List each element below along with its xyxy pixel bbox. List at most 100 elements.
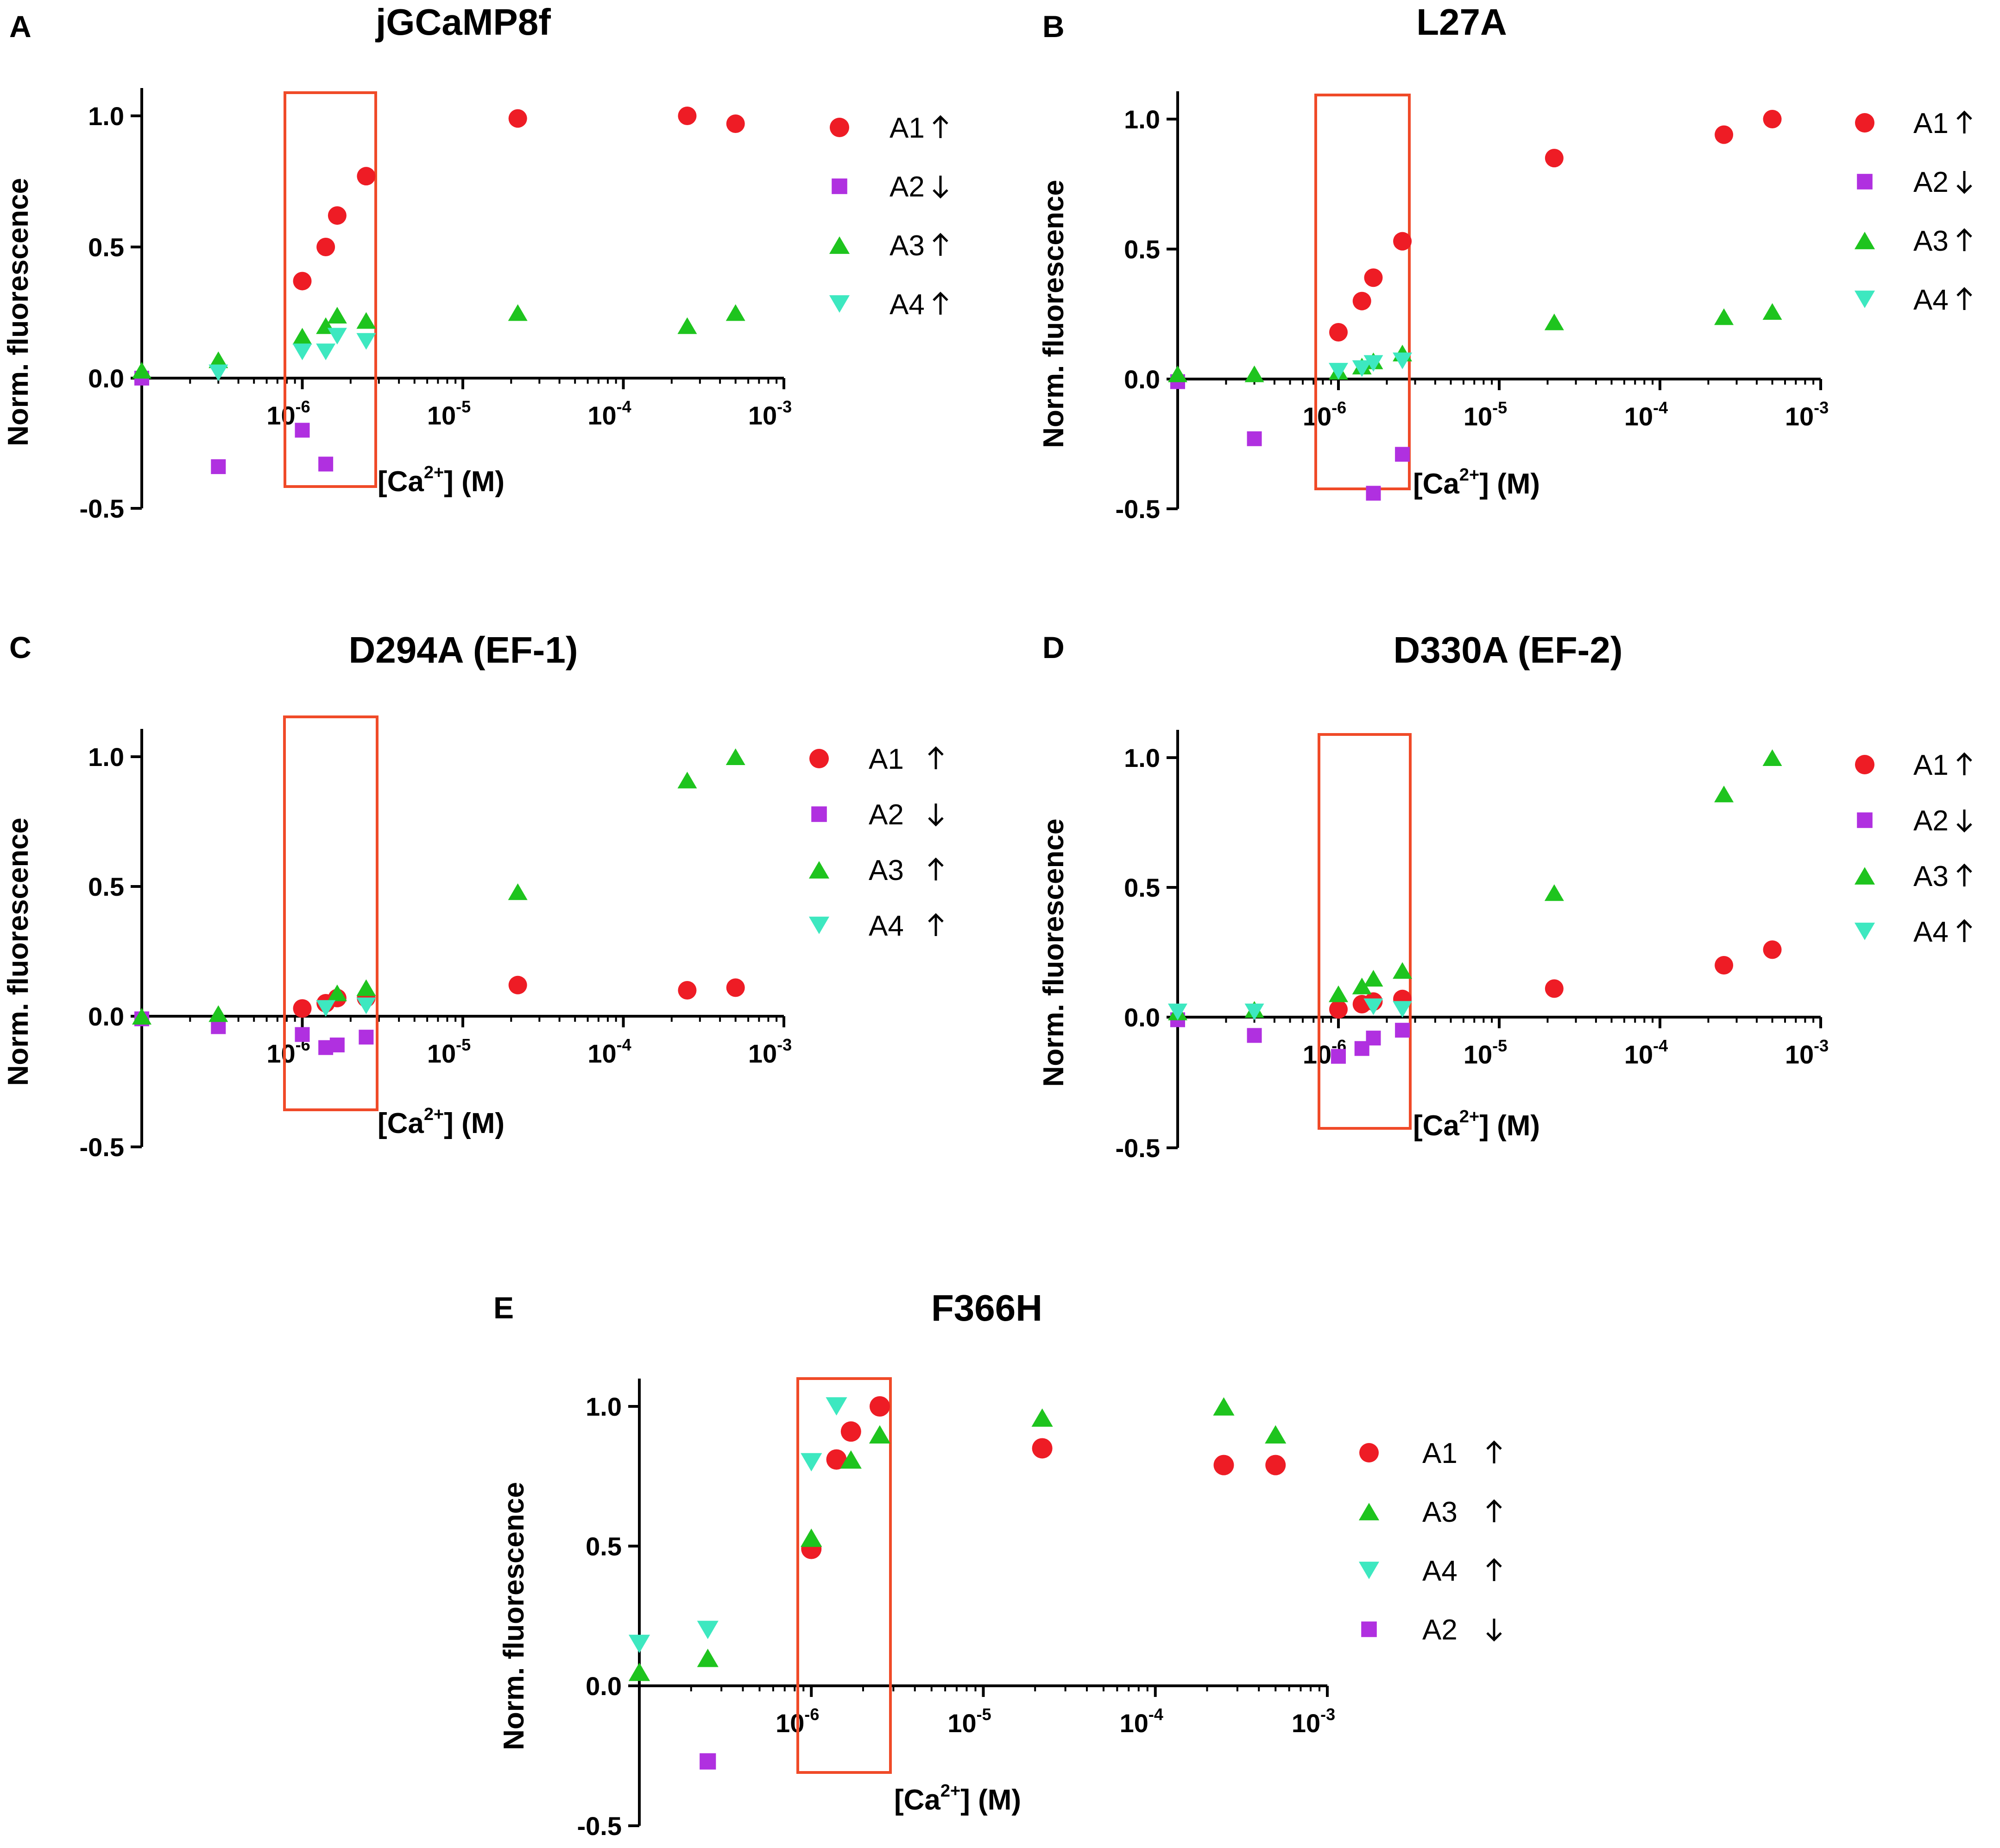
legend-item-a2: A2↓ [1857,805,1972,837]
legend: A1↑ A2↓ A3↑ A4↑ [808,743,944,942]
x-tick-base: 10 [427,401,456,430]
x-tick-exponent: -3 [777,397,792,416]
x-axis-title: [Ca2+] (M) [894,1781,1021,1816]
x-axis-title-part: [Ca [894,1784,940,1816]
arrow-head [1956,863,1972,873]
arrow-up-icon [1956,287,1972,310]
chart-title: F366H [931,1287,1042,1329]
x-axis-title: [Ca2+] (M) [1413,465,1540,500]
y-tick-label: 1.0 [88,101,124,131]
x-axis-title-sup: 2+ [1459,465,1479,485]
x-tick-base: 10 [748,401,777,430]
arrow-up-icon [1956,919,1972,942]
arrow-head [933,189,948,199]
data-point [840,1421,861,1442]
x-tick-exponent: -4 [617,1035,631,1054]
x-tick-label: 10-6 [776,1705,819,1738]
x-tick-base: 10 [1785,1040,1814,1069]
legend-label: A1 [869,743,904,775]
arrow-head [1486,1499,1502,1509]
legend-label: A4 [890,289,925,321]
data-point [1329,985,1348,1002]
legend-label: A1 [890,112,925,144]
arrow-up-icon [1486,1499,1502,1522]
data-point [208,364,228,381]
legend-marker [1358,1562,1380,1579]
y-tick-label: 0.0 [1124,1003,1160,1032]
data-point [132,1008,151,1025]
data-point [697,1620,719,1639]
data-point [329,1038,345,1053]
data-point [318,456,334,472]
legend-item-a4: A4↑ [1854,916,1972,948]
legend-label: A2 [869,799,904,831]
data-point [1331,1049,1346,1064]
legend-label: A3 [1913,225,1949,257]
arrow-up-icon [928,913,944,936]
data-point [357,167,376,186]
x-tick-exponent: -3 [777,1035,792,1054]
data-point [1545,149,1564,168]
legend-item-a2: A2↓ [832,171,948,203]
x-tick-base: 10 [947,1709,976,1738]
x-tick-exponent: -5 [456,397,471,416]
legend-item-a4: A4↑ [808,910,944,942]
x-tick-label: 10-5 [1464,398,1507,431]
data-point [508,975,527,994]
legend-marker [1361,1621,1377,1637]
x-tick-base: 10 [427,1039,456,1068]
legend-label: A4 [1913,916,1949,948]
data-point [1545,979,1564,998]
arrow-head [1956,110,1972,120]
data-point [1213,1397,1235,1416]
data-point [1213,1455,1234,1475]
x-tick-base: 10 [1303,1040,1331,1069]
series-a1 [293,975,745,1018]
x-tick-base: 10 [587,401,616,430]
legend-marker [1359,1443,1379,1462]
data-point [328,206,347,225]
x-axis-title-part: [Ca [378,466,424,498]
data-point [1395,1023,1410,1038]
data-point [327,328,347,345]
x-tick-base: 10 [1624,402,1653,431]
legend: A1↑ A2↓ A3↑ A4↑ [1854,749,1972,948]
chart-title: D330A (EF-2) [1394,629,1623,671]
data-point [356,997,376,1014]
legend-label: A2 [1913,166,1949,198]
legend-item-a1: A1↑ [1359,1437,1502,1469]
y-tick-label: 0.0 [586,1671,622,1701]
arrow-head [928,817,944,827]
arrow-head [1956,287,1972,297]
x-tick-label: 10-3 [1292,1705,1335,1738]
series-a3 [1168,303,1782,382]
series-a4 [208,328,376,381]
legend-marker [829,295,850,313]
panel-letter: E [493,1291,514,1325]
x-tick-exponent: -3 [1814,1036,1829,1055]
x-axis-title-part: [Ca [378,1108,424,1139]
y-axis-title: Norm. fluorescence [1038,819,1070,1087]
data-point [316,343,336,361]
arrow-head [1486,1558,1502,1568]
x-axis-title-sup: 2+ [1459,1107,1479,1127]
legend-label: A2 [1913,805,1949,837]
data-point [1393,232,1412,251]
x-tick-exponent: -6 [296,397,310,416]
series-a3 [132,304,745,379]
data-point [677,317,697,334]
chart-title: D294A (EF-1) [349,629,578,671]
arrow-head [1956,823,1972,833]
x-tick-base: 10 [1464,1040,1492,1069]
legend-item-a3: A3↑ [1854,861,1972,892]
y-tick-label: 1.0 [1124,105,1160,134]
data-point [678,981,697,1000]
y-tick-label: 0.5 [1124,873,1160,902]
data-point [1363,355,1383,372]
legend-label: A3 [1913,861,1949,892]
data-point [1366,486,1381,501]
data-point [132,362,151,379]
data-point [1244,1003,1264,1020]
legend-marker [1854,291,1875,308]
